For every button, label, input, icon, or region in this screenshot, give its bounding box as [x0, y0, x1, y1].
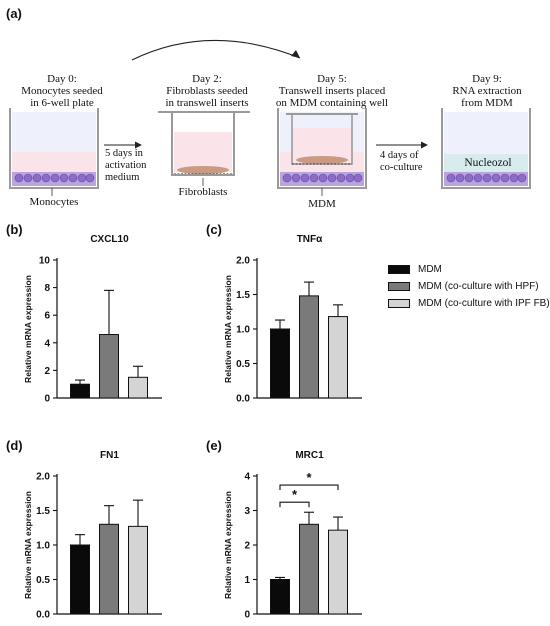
step-day2-title: Day 2: Fibroblasts seeded in transwell i…: [165, 73, 249, 109]
bar: [299, 523, 319, 615]
bar: [70, 383, 90, 399]
caption-mdm: MDM: [308, 198, 336, 210]
legend-label: MDM (co-culture with IPF FB): [418, 297, 550, 309]
y-tick-label: 0.0: [236, 394, 250, 405]
chart-cxcl10: CXCL10 Relative mRNA expression 0 2 4 6 8 10: [23, 234, 162, 405]
well-day9: [441, 108, 531, 189]
insert-day2: [158, 111, 250, 186]
nucleozol-label: Nucleozol: [464, 157, 512, 169]
bar: [99, 334, 119, 399]
arrow-1-head: [135, 141, 142, 149]
panel-d-label: (d): [6, 438, 23, 453]
arrow-2-head: [421, 141, 428, 149]
legend-swatch-mdm: [388, 264, 410, 274]
y-axis-label: Relative mRNA expression: [23, 275, 33, 383]
arrow-2-label: 4 days of co-culture: [380, 150, 423, 173]
y-tick-label: 3: [244, 506, 250, 517]
y-tick-label: 0.5: [236, 359, 250, 370]
panel-e-label: (e): [206, 438, 222, 453]
y-tick-label: 4: [44, 338, 50, 349]
significance-label: *: [292, 487, 298, 502]
chart-title: TNFα: [297, 234, 323, 245]
y-tick-label: 2: [44, 366, 50, 377]
caption-monocytes: Monocytes: [29, 196, 79, 208]
y-tick-label: 2.0: [36, 472, 50, 483]
legend-item-ipf: MDM (co-culture with IPF FB): [388, 296, 550, 310]
well-day0: [9, 108, 99, 196]
legend-item-hpf: MDM (co-culture with HPF): [388, 279, 539, 293]
chart-tnfa: TNFα Relative mRNA expression 0.0 0.5 1.0 1.5…: [223, 234, 362, 405]
y-tick-label: 2.0: [236, 256, 250, 267]
chart-title: FN1: [100, 450, 119, 461]
bar: [128, 525, 148, 615]
y-tick-label: 0.0: [36, 610, 50, 621]
y-tick-label: 1: [244, 575, 250, 586]
workflow-illustration: [9, 39, 531, 196]
y-tick-label: 6: [44, 311, 50, 322]
bar: [270, 328, 290, 399]
bar: [70, 544, 90, 615]
well-insert-day5: [277, 108, 367, 196]
panel-b-label: (b): [6, 222, 23, 237]
significance-label: *: [306, 470, 312, 485]
step-day5-title: Day 5: Transwell inserts placed on MDM c…: [275, 73, 389, 109]
y-tick-label: 0: [244, 610, 250, 621]
legend-label: MDM: [418, 263, 442, 275]
significance-bracket: [279, 501, 310, 508]
arrow-1-label: 5 days in activation medium: [105, 148, 147, 183]
legend-label: MDM (co-culture with HPF): [418, 280, 539, 292]
significance-bracket: [279, 484, 339, 491]
legend-swatch-ipf: [388, 298, 410, 308]
bar: [328, 316, 348, 399]
legend-swatch-hpf: [388, 281, 410, 291]
step-day0-title: Day 0: Monocytes seeded in 6-well plate: [21, 73, 103, 109]
y-axis-label: Relative mRNA expression: [223, 491, 233, 599]
bar: [328, 529, 348, 615]
panel-c-label: (c): [206, 222, 222, 237]
chart-title: CXCL10: [90, 234, 129, 245]
bar: [270, 579, 290, 615]
curved-arrow-head: [291, 50, 300, 58]
y-axis-label: Relative mRNA expression: [223, 275, 233, 383]
chart-title: MRC1: [295, 450, 324, 461]
panel-a-label: (a): [6, 6, 22, 21]
chart-fn1: FN1 Relative mRNA expression 0.0 0.5 1.0 1.5 2…: [23, 450, 162, 621]
y-axis-label: Relative mRNA expression: [23, 491, 33, 599]
y-tick-label: 2: [244, 541, 250, 552]
y-tick-label: 1.0: [236, 325, 250, 336]
y-tick-label: 1.5: [36, 506, 50, 517]
y-tick-label: 1.5: [236, 290, 250, 301]
y-tick-label: 4: [244, 472, 250, 483]
bar: [128, 376, 148, 399]
y-tick-label: 1.0: [36, 541, 50, 552]
y-tick-label: 0.5: [36, 575, 50, 586]
caption-fibroblasts: Fibroblasts: [178, 186, 228, 198]
y-tick-label: 0: [44, 394, 50, 405]
chart-mrc1: MRC1 Relative mRNA expression 0 1 2 3 4 * *: [223, 450, 362, 621]
bar: [299, 295, 319, 399]
curved-arrow: [131, 39, 301, 61]
bar: [99, 523, 119, 615]
y-tick-label: 8: [44, 283, 50, 294]
legend-item-mdm: MDM: [388, 262, 442, 276]
y-tick-label: 10: [39, 256, 51, 267]
step-day9-title: Day 9: RNA extraction from MDM: [452, 73, 522, 109]
